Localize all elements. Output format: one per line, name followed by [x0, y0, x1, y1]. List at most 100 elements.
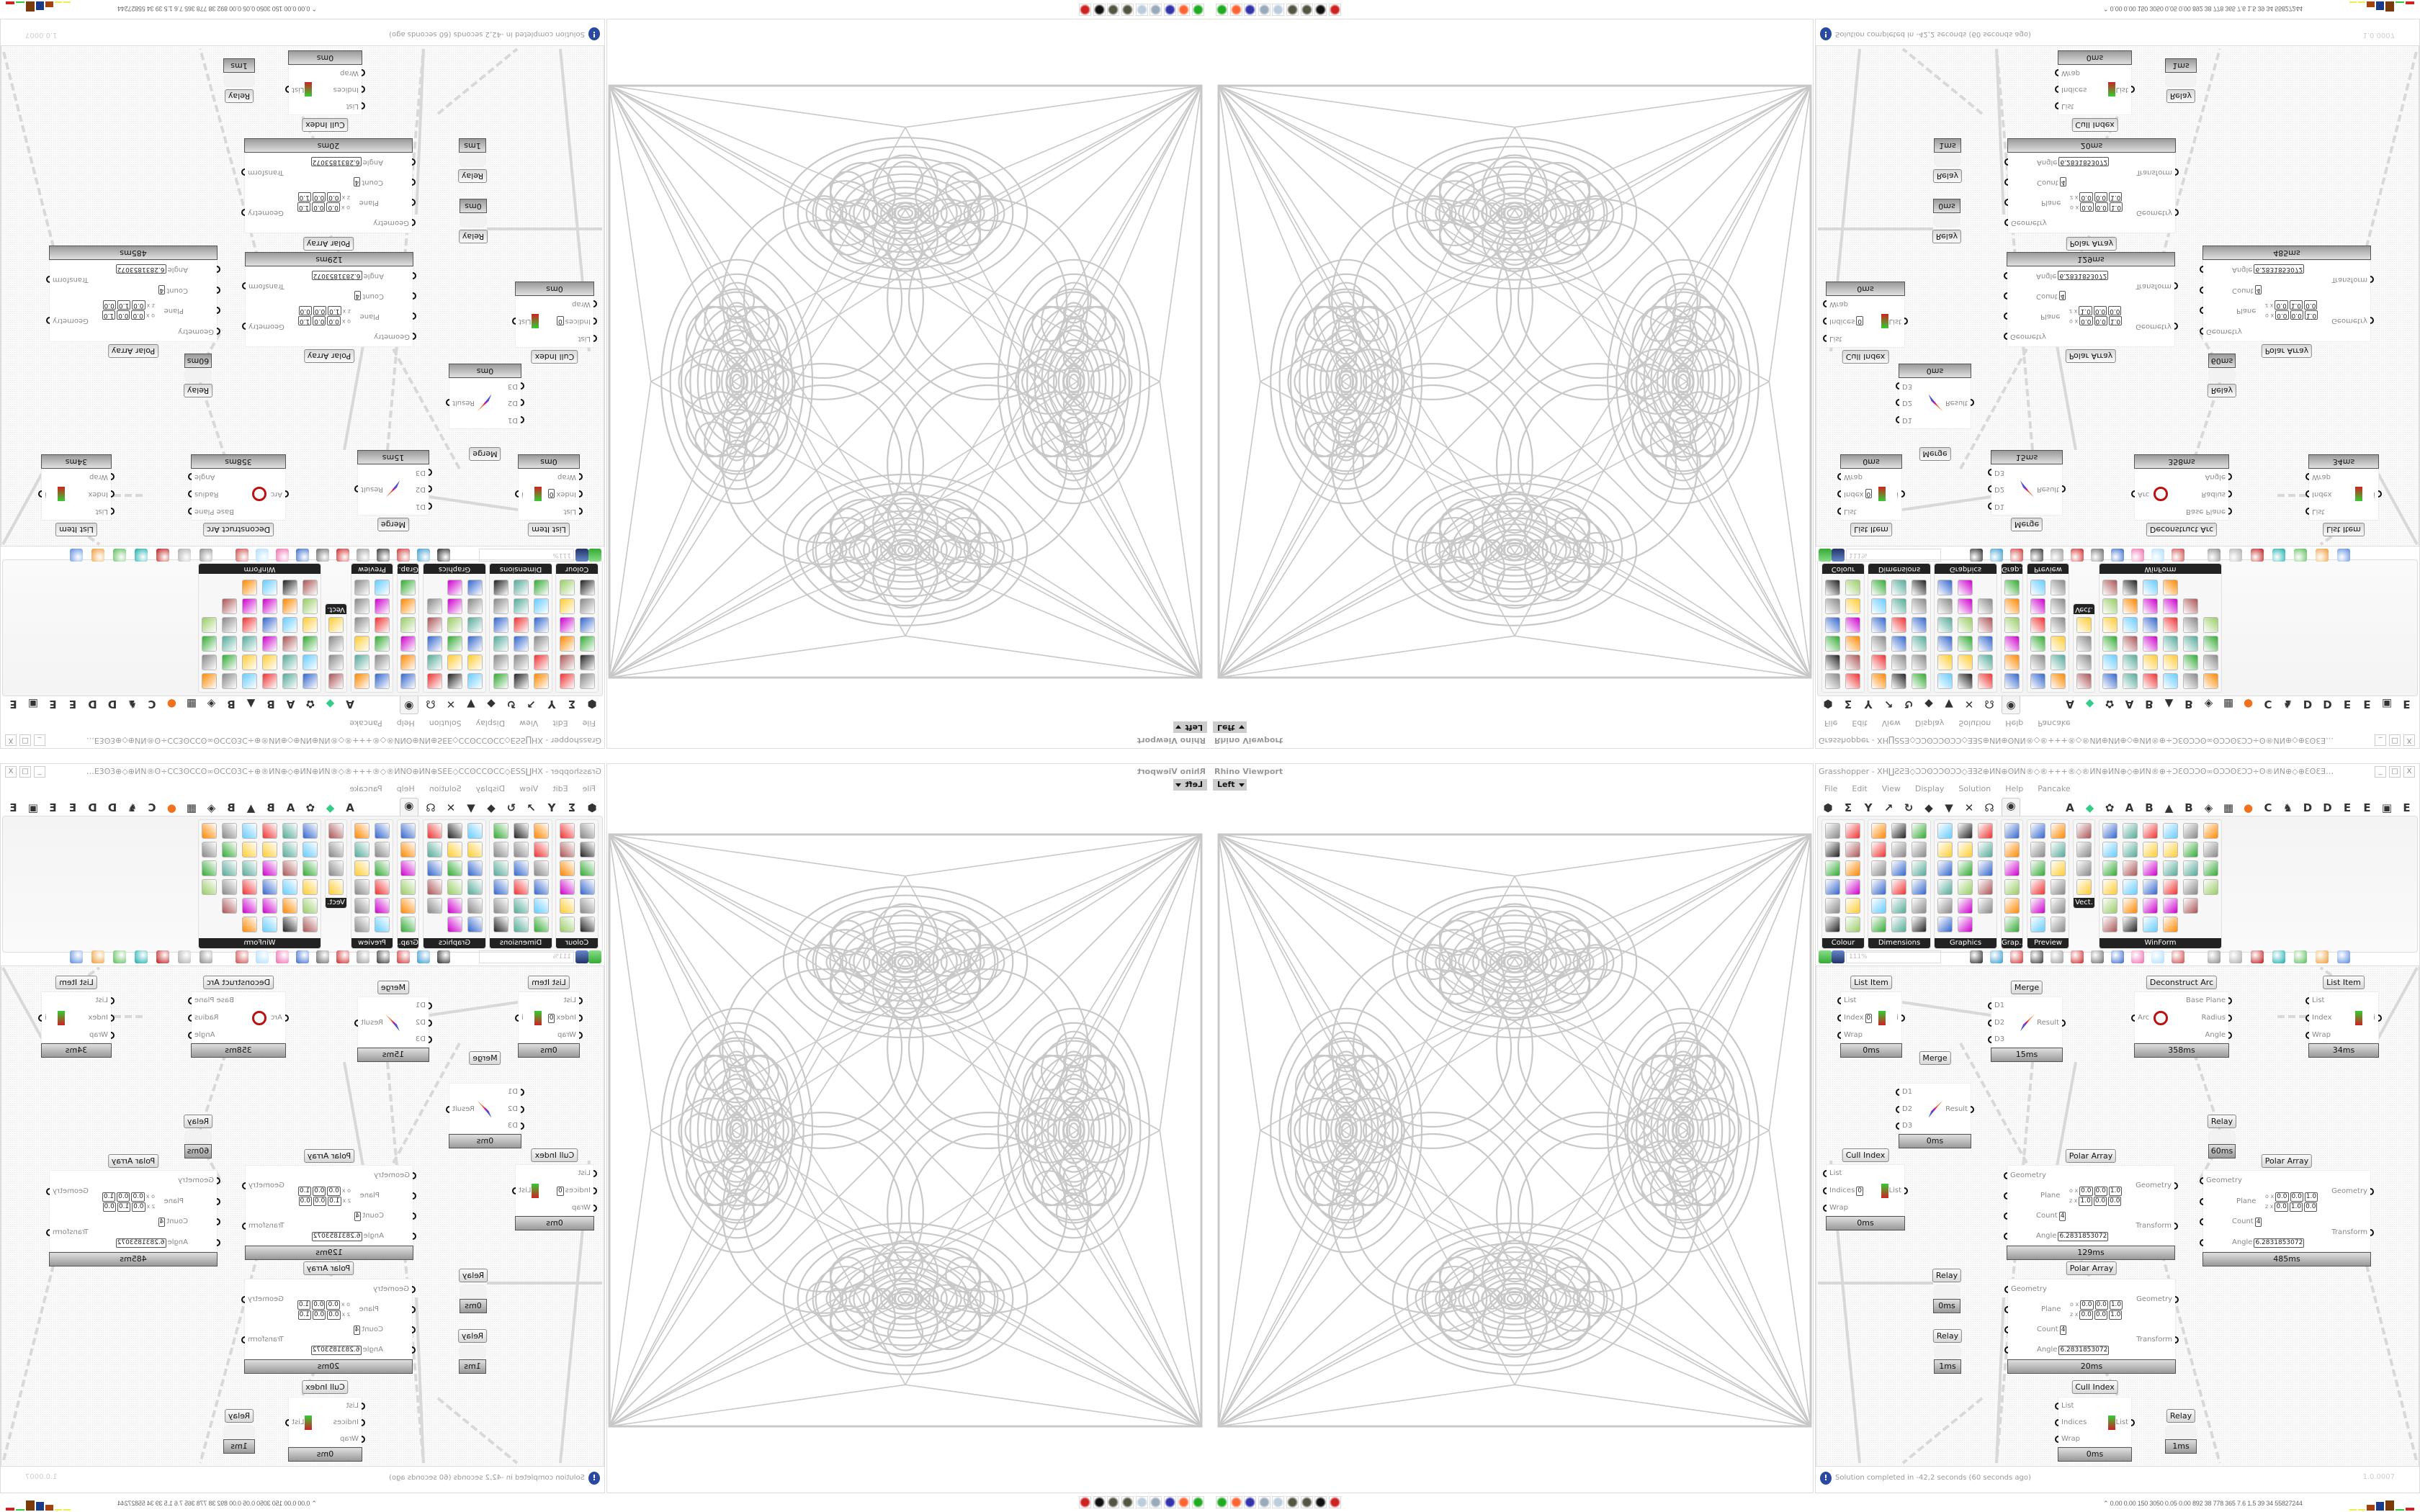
gear-icon[interactable]: [1300, 4, 1313, 16]
output-i[interactable]: i: [38, 489, 47, 499]
value-box[interactable]: 0.0: [326, 1300, 340, 1310]
ribbon-tool-icon[interactable]: [2163, 636, 2178, 652]
component-title[interactable]: Polar Array: [303, 1149, 355, 1163]
value-box[interactable]: 0.0: [2093, 1197, 2107, 1206]
value-box[interactable]: 0.0: [117, 310, 130, 320]
gear-icon[interactable]: [1107, 4, 1120, 16]
output-result[interactable]: Result: [2037, 1018, 2066, 1028]
input-count[interactable]: Count4: [158, 1217, 220, 1228]
value-box[interactable]: 0: [1865, 489, 1873, 498]
floppy-64-icon[interactable]: [1163, 4, 1176, 16]
component-body[interactable]: [1934, 153, 1961, 167]
component-title[interactable]: Cull Index: [1842, 1148, 1889, 1162]
tab-plugin[interactable]: E: [2403, 698, 2411, 711]
output-grip[interactable]: [38, 490, 42, 498]
value-box[interactable]: 4: [158, 1218, 166, 1228]
ribbon-tool-icon[interactable]: [514, 617, 529, 633]
ribbon-tool-icon[interactable]: [1978, 673, 1993, 689]
ribbon-tool-icon[interactable]: [242, 879, 257, 895]
input-grip[interactable]: [2055, 86, 2058, 93]
ribbon-tool-icon[interactable]: [447, 598, 462, 614]
ribbon-tool-icon[interactable]: [242, 580, 257, 595]
ribbon-tool-icon[interactable]: [262, 636, 277, 652]
gha-icon[interactable]: [336, 950, 349, 963]
ribbon-tool-icon[interactable]: [2030, 636, 2045, 652]
input-list[interactable]: List: [2305, 506, 2324, 516]
ribbon-tool-icon[interactable]: [1978, 842, 1993, 858]
tab-plugin[interactable]: E: [9, 698, 17, 711]
tab-plugin[interactable]: ♞: [2282, 801, 2293, 814]
output-angle[interactable]: Angle: [2205, 472, 2232, 482]
component-title[interactable]: Polar Array: [107, 344, 159, 358]
output-list[interactable]: List: [285, 84, 304, 94]
input-list[interactable]: List: [2055, 1401, 2074, 1411]
component-title[interactable]: Deconstruct Arc: [2146, 523, 2218, 536]
ribbon-tool-icon[interactable]: [1845, 580, 1860, 595]
ribbon-tool-icon[interactable]: [1891, 636, 1906, 652]
ribbon-tool-icon[interactable]: [467, 673, 483, 689]
preview-eye-icon[interactable]: [417, 549, 430, 562]
wire[interactable]: [2362, 48, 2419, 258]
tab-icon[interactable]: ☊: [426, 698, 436, 711]
ribbon-tool-icon[interactable]: [375, 860, 390, 876]
ribbon-tool-icon[interactable]: [202, 617, 217, 633]
input-d3[interactable]: D3: [1896, 1121, 1912, 1131]
tab-icon[interactable]: ↻: [1904, 801, 1914, 814]
tab-plugin[interactable]: ♞: [127, 698, 138, 711]
new-document-icon[interactable]: [588, 549, 601, 562]
canvas-icon[interactable]: [316, 549, 329, 562]
wire[interactable]: [1, 473, 43, 545]
shade-icon[interactable]: [200, 950, 212, 963]
ribbon-tool-icon[interactable]: [560, 842, 575, 858]
relay-component[interactable]: Relay 60ms: [2207, 1115, 2237, 1158]
output-geometry[interactable]: Geometry: [2136, 1295, 2179, 1305]
ribbon-tool-icon[interactable]: [493, 860, 508, 876]
deconstruct-arc-component[interactable]: Deconstruct Arc Arc Base Plane Radius Angle 3…: [2131, 976, 2232, 1058]
ribbon-tool-icon[interactable]: [1958, 598, 1973, 614]
ribbon-tool-icon[interactable]: [302, 898, 318, 914]
ribbon-tool-icon[interactable]: [2143, 917, 2158, 932]
zoom-extents-icon[interactable]: [437, 950, 450, 963]
ribbon-tool-icon[interactable]: [262, 580, 277, 595]
input-d3[interactable]: D3: [508, 1121, 524, 1131]
value-box[interactable]: 1.0: [2109, 192, 2123, 202]
input-list[interactable]: List: [578, 333, 597, 343]
value-box[interactable]: 1.0: [2304, 310, 2318, 320]
ribbon-tool-icon[interactable]: [2183, 879, 2198, 895]
input-list[interactable]: List: [2305, 996, 2324, 1006]
value-box[interactable]: 0.0: [2290, 310, 2303, 320]
ribbon-tool-icon[interactable]: [242, 860, 257, 876]
input-grip[interactable]: [2004, 199, 2008, 206]
input-angle[interactable]: Angle6.2831853072: [311, 1231, 416, 1241]
ribbon-tool-icon[interactable]: [447, 823, 462, 839]
ribbon-tool-icon[interactable]: [467, 879, 483, 895]
ribbon-tool-icon[interactable]: [1845, 879, 1860, 895]
value-box[interactable]: 0.0: [312, 1310, 326, 1320]
output-grip[interactable]: [515, 1014, 519, 1022]
value-box[interactable]: 4: [2059, 1326, 2067, 1335]
output-list[interactable]: List: [2116, 84, 2135, 94]
ribbon-tool-icon[interactable]: [427, 654, 442, 670]
value-box[interactable]: 1.0: [328, 306, 341, 315]
app-icon[interactable]: [1192, 4, 1204, 16]
ribbon-tool-icon[interactable]: [2004, 842, 2020, 858]
tab-plugin[interactable]: A: [286, 801, 295, 814]
panel-label[interactable]: Colour: [556, 564, 598, 574]
ribbon-tool-icon[interactable]: [242, 598, 257, 614]
wire[interactable]: [1, 967, 43, 1039]
input-wrap[interactable]: Wrap: [2055, 1434, 2080, 1444]
input-geometry[interactable]: Geometry: [374, 1171, 416, 1181]
value-box[interactable]: 0.0: [2094, 192, 2108, 202]
minimize-button[interactable]: _: [2375, 734, 2386, 746]
ribbon-tool-icon[interactable]: [1912, 879, 1927, 895]
ribbon-tool-icon[interactable]: [1912, 860, 1927, 876]
wire[interactable]: [1901, 1397, 1984, 1464]
component-body[interactable]: Arc Base Plane Radius Angle: [188, 469, 289, 521]
component-body[interactable]: Arc Base Plane Radius Angle: [2131, 991, 2232, 1043]
